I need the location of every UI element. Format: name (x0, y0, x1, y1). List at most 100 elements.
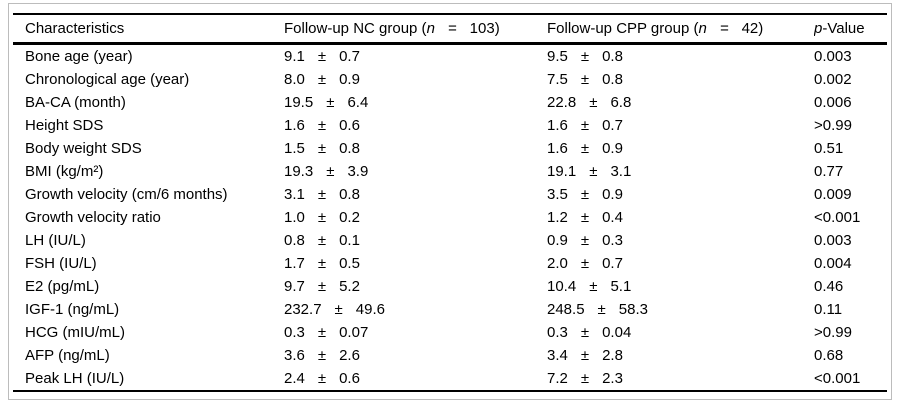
p-value: 0.11 (814, 301, 843, 318)
mean-value: 0.3 (547, 324, 568, 341)
p-value: 0.006 (814, 94, 852, 111)
characteristic-label: FSH (IU/L) (25, 255, 97, 272)
p-value: 0.003 (814, 48, 852, 65)
characteristic-label: BA-CA (month) (25, 94, 126, 111)
cpp-group-value: 22.8 ±6.8 (547, 91, 814, 114)
cpp-group-value: 3.4 ±2.8 (547, 344, 814, 367)
sd-value: 0.4 (602, 209, 623, 226)
plus-minus-symbol: ± (317, 140, 327, 157)
sd-value: 0.07 (339, 324, 369, 341)
table-row: Body weight SDS 1.5 ±0.8 1.6 ±0.9 0.51 (13, 137, 887, 160)
nc-group-value: 3.6 ±2.6 (284, 344, 547, 367)
mean-value: 2.0 (547, 255, 568, 272)
table-frame: Characteristics Follow-up NC group ( n = 10… (8, 3, 892, 400)
table-row: Height SDS 1.6 ±0.6 1.6 ±0.7 >0.99 (13, 114, 887, 137)
sd-value: 0.9 (602, 140, 623, 157)
plus-minus-symbol: ± (317, 117, 327, 134)
p-value: 0.003 (814, 232, 852, 249)
header-row: Characteristics Follow-up NC group ( n = 10… (13, 14, 887, 45)
cpp-group-value: 1.2 ±0.4 (547, 206, 814, 229)
p-value: 0.009 (814, 186, 852, 203)
p-value: 0.77 (814, 163, 844, 180)
nc-group-value: 2.4 ±0.6 (284, 367, 547, 391)
nc-group-value: 0.8 ±0.1 (284, 229, 547, 252)
sd-value: 3.1 (610, 163, 632, 180)
sd-value: 5.1 (610, 278, 632, 295)
mean-value: 0.3 (284, 324, 305, 341)
plus-minus-symbol: ± (317, 324, 327, 341)
mean-value: 19.1 (547, 163, 577, 180)
mean-value: 2.4 (284, 370, 305, 387)
sd-value: 2.8 (602, 347, 623, 364)
plus-minus-symbol: ± (580, 347, 590, 364)
col-header-cpp-group: Follow-up CPP group (n = 42) (547, 14, 814, 45)
mean-value: 1.7 (284, 255, 305, 272)
cpp-group-value: 2.0 ±0.7 (547, 252, 814, 275)
nc-group-value: 9.1 ±0.7 (284, 44, 547, 69)
mean-value: 1.6 (547, 140, 568, 157)
characteristic-label: HCG (mIU/mL) (25, 324, 125, 341)
cpp-group-label: Follow-up CPP group ( (547, 20, 699, 37)
plus-minus-symbol: ± (580, 48, 590, 65)
plus-minus-symbol: ± (589, 163, 598, 180)
plus-minus-symbol: ± (580, 255, 590, 272)
sd-value: 5.2 (339, 278, 360, 295)
plus-minus-symbol: ± (580, 370, 590, 387)
table-row: Bone age (year) 9.1 ±0.7 9.5 ±0.8 0.003 (13, 44, 887, 69)
table-row: Growth velocity (cm/6 months) 3.1 ±0.8 3.5 ±… (13, 183, 887, 206)
nc-group-label: Follow-up NC group ( (284, 20, 427, 37)
mean-value: 248.5 (547, 301, 585, 318)
table-row: Chronological age (year) 8.0 ±0.9 7.5 ±0.8 0.… (13, 68, 887, 91)
cpp-group-equals: = (719, 20, 729, 37)
table-row: HCG (mIU/mL) 0.3 ±0.07 0.3 ±0.04 >0.99 (13, 321, 887, 344)
mean-value: 22.8 (547, 94, 577, 111)
sd-value: 0.6 (339, 370, 360, 387)
mean-value: 0.9 (547, 232, 568, 249)
sd-value: 2.6 (339, 347, 360, 364)
cpp-group-n-symbol: n (698, 20, 707, 37)
characteristic-label: Growth velocity (cm/6 months) (25, 186, 228, 203)
col-header-p-value: p-Value (814, 14, 887, 45)
mean-value: 19.3 (284, 163, 314, 180)
nc-group-n-value: 103 (469, 20, 495, 37)
plus-minus-symbol: ± (317, 255, 327, 272)
cpp-group-n-value: 42 (741, 20, 759, 37)
characteristic-label: Body weight SDS (25, 140, 142, 157)
mean-value: 1.5 (284, 140, 305, 157)
cpp-group-value: 1.6 ±0.9 (547, 137, 814, 160)
sd-value: 0.7 (339, 48, 360, 65)
p-value: >0.99 (814, 324, 852, 341)
sd-value: 2.3 (602, 370, 623, 387)
characteristic-label: IGF-1 (ng/mL) (25, 301, 120, 318)
plus-minus-symbol: ± (334, 301, 343, 318)
plus-minus-symbol: ± (317, 232, 327, 249)
sd-value: 0.5 (339, 255, 360, 272)
plus-minus-symbol: ± (317, 278, 327, 295)
characteristic-label: Chronological age (year) (25, 71, 190, 88)
plus-minus-symbol: ± (580, 186, 590, 203)
p-value: 0.004 (814, 255, 852, 272)
p-value-suffix: -Value (822, 20, 865, 37)
mean-value: 3.4 (547, 347, 568, 364)
p-value: <0.001 (814, 209, 861, 226)
table-row: LH (IU/L) 0.8 ±0.1 0.9 ±0.3 0.003 (13, 229, 887, 252)
nc-group-value: 3.1 ±0.8 (284, 183, 547, 206)
sd-value: 0.9 (339, 71, 360, 88)
mean-value: 3.1 (284, 186, 305, 203)
nc-group-value: 0.3 ±0.07 (284, 321, 547, 344)
nc-group-value: 8.0 ±0.9 (284, 68, 547, 91)
cpp-group-value: 19.1 ±3.1 (547, 160, 814, 183)
nc-group-value: 19.5 ±6.4 (284, 91, 547, 114)
plus-minus-symbol: ± (580, 71, 590, 88)
plus-minus-symbol: ± (597, 301, 606, 318)
cpp-group-value: 1.6 ±0.7 (547, 114, 814, 137)
col-header-characteristics: Characteristics (13, 14, 284, 45)
cpp-group-value: 9.5 ±0.8 (547, 44, 814, 69)
cpp-group-value: 3.5 ±0.9 (547, 183, 814, 206)
table-body: Bone age (year) 9.1 ±0.7 9.5 ±0.8 0.003 Chrono… (13, 44, 887, 392)
characteristic-label: LH (IU/L) (25, 232, 86, 249)
mean-value: 9.7 (284, 278, 305, 295)
nc-group-value: 9.7 ±5.2 (284, 275, 547, 298)
nc-group-value: 1.5 ±0.8 (284, 137, 547, 160)
